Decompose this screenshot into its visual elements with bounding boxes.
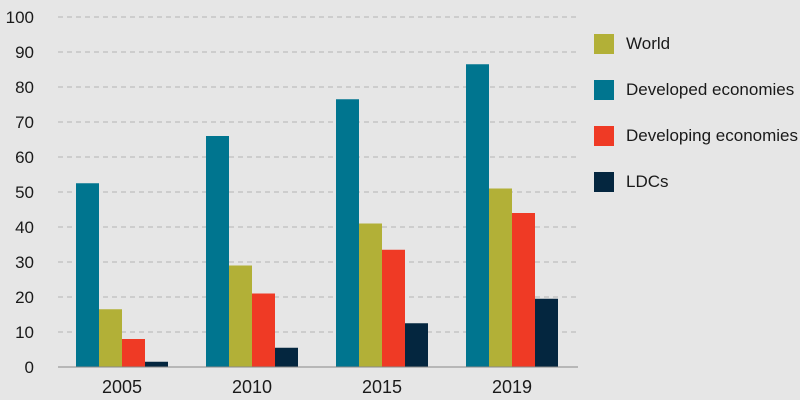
bar-world-2015 xyxy=(359,223,382,367)
bar-developed-economies-2010 xyxy=(206,136,229,367)
bar-developed-economies-2015 xyxy=(336,99,359,367)
x-tick-label: 2010 xyxy=(232,377,272,397)
bar-world-2005 xyxy=(99,309,122,367)
y-tick-label: 10 xyxy=(15,323,34,342)
legend-label-developed-economies: Developed economies xyxy=(626,79,795,99)
bar-developed-economies-2019 xyxy=(466,64,489,367)
legend-swatch-ldcs xyxy=(594,171,614,192)
bars xyxy=(76,64,558,367)
legend-swatch-developing-economies xyxy=(594,125,614,146)
y-tick-label: 100 xyxy=(6,8,34,27)
legend-label-world: World xyxy=(626,33,671,53)
bar-developing-economies-2019 xyxy=(512,213,535,367)
legend-item-world: World xyxy=(594,32,798,55)
bar-developing-economies-2010 xyxy=(252,293,275,367)
legend-swatch-developed-economies xyxy=(594,79,614,100)
legend: World Developed economies Developing eco… xyxy=(594,32,798,216)
bar-ldcs-2019 xyxy=(535,298,558,367)
y-tick-label: 40 xyxy=(15,218,34,237)
bar-developed-economies-2005 xyxy=(76,183,99,367)
bar-developing-economies-2015 xyxy=(382,249,405,367)
bar-ldcs-2010 xyxy=(275,347,298,367)
bar-world-2010 xyxy=(229,265,252,367)
x-tick-label: 2015 xyxy=(362,377,402,397)
bar-ldcs-2005 xyxy=(145,361,168,367)
y-tick-label: 20 xyxy=(15,288,34,307)
y-tick-label: 30 xyxy=(15,253,34,272)
legend-label-developing-economies: Developing economies xyxy=(626,125,798,145)
legend-label-ldcs: LDCs xyxy=(626,171,669,191)
y-tick-label: 80 xyxy=(15,78,34,97)
x-tick-label: 2005 xyxy=(102,377,142,397)
y-tick-label: 90 xyxy=(15,43,34,62)
legend-swatch-world xyxy=(594,33,614,54)
bar-ldcs-2015 xyxy=(405,323,428,367)
y-tick-label: 60 xyxy=(15,148,34,167)
y-tick-label: 50 xyxy=(15,183,34,202)
legend-item-ldcs: LDCs xyxy=(594,170,798,193)
bar-developing-economies-2005 xyxy=(122,339,145,367)
y-tick-label: 0 xyxy=(25,358,34,377)
x-tick-label: 2019 xyxy=(492,377,532,397)
bar-world-2019 xyxy=(489,188,512,367)
x-axis-ticks: 2005 2010 2015 2019 xyxy=(102,377,532,397)
y-axis-ticks: 0 10 20 30 40 50 60 70 80 90 100 xyxy=(6,8,34,377)
legend-item-developed-economies: Developed economies xyxy=(594,78,798,101)
y-tick-label: 70 xyxy=(15,113,34,132)
legend-item-developing-economies: Developing economies xyxy=(594,124,798,147)
